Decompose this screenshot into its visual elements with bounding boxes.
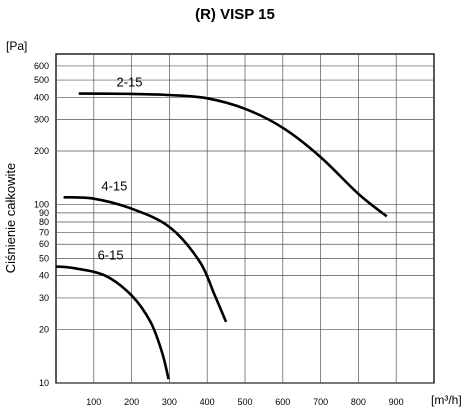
y-tick-label: 300 — [34, 115, 49, 125]
y-tick-label: 60 — [39, 239, 49, 249]
y-tick-label: 500 — [34, 75, 49, 85]
x-tick-label: 700 — [313, 397, 328, 407]
y-tick-label: 100 — [34, 200, 49, 210]
x-tick-label: 500 — [237, 397, 252, 407]
y-axis-label: Ciśnienie całkowite — [3, 163, 18, 274]
curve-label-2-15: 2-15 — [116, 75, 142, 90]
curve-label-6-15: 6-15 — [98, 248, 124, 263]
x-tick-label: 800 — [351, 397, 366, 407]
y-tick-label: 200 — [34, 146, 49, 156]
x-tick-label: 900 — [389, 397, 404, 407]
y-tick-label: 40 — [39, 271, 49, 281]
x-tick-label: 200 — [124, 397, 139, 407]
chart-title: (R) VISP 15 — [195, 6, 275, 23]
x-tick-label: 400 — [200, 397, 215, 407]
y-tick-label: 70 — [39, 227, 49, 237]
y-tick-label: 400 — [34, 92, 49, 102]
curve-label-4-15: 4-15 — [101, 178, 127, 193]
y-unit-label: [Pa] — [6, 39, 27, 53]
y-tick-label: 30 — [39, 293, 49, 303]
y-tick-label: 10 — [39, 378, 49, 388]
x-tick-label: 600 — [275, 397, 290, 407]
y-tick-label: 50 — [39, 253, 49, 263]
curve-4-15 — [63, 196, 228, 323]
x-tick-label: 300 — [162, 397, 177, 407]
tick-labels: 100 200 300 400 500 600 700 800 900 10 20 30 40 50 60 7… — [34, 61, 404, 407]
x-unit-label: [m³/h] — [431, 393, 462, 407]
curve-6-15 — [55, 265, 170, 380]
y-tick-label: 20 — [39, 324, 49, 334]
curves: 2-15 4-15 6-15 — [55, 75, 388, 380]
grid-lines — [56, 54, 434, 384]
curve-2-15 — [78, 92, 388, 218]
x-tick-label: 100 — [86, 397, 101, 407]
y-tick-label: 600 — [34, 61, 49, 71]
y-tick-label: 90 — [39, 208, 49, 218]
y-tick-label: 80 — [39, 217, 49, 227]
